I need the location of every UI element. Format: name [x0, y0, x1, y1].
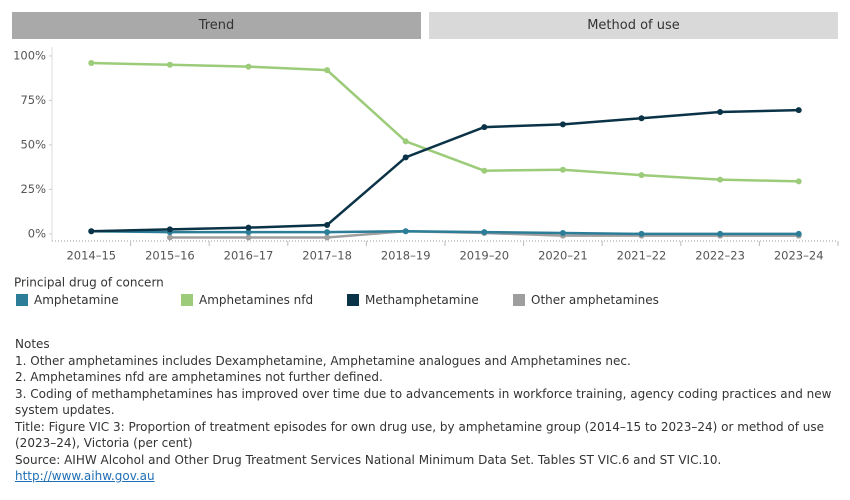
legend-label: Other amphetamines [531, 293, 659, 307]
data-point [638, 172, 645, 179]
x-tick-label: 2017–18 [302, 249, 352, 263]
data-point [324, 67, 331, 74]
x-tick-label: 2019–20 [459, 249, 509, 263]
data-point [166, 234, 173, 241]
series-line [91, 229, 799, 236]
data-point [402, 228, 409, 235]
y-tick-label: 75% [20, 93, 46, 107]
data-point [324, 234, 331, 241]
y-tick-label: 50% [20, 137, 46, 151]
x-tick-label: 2020–21 [538, 249, 588, 263]
data-point [166, 226, 173, 233]
x-tick-label: 2021–22 [617, 249, 667, 263]
data-point [481, 229, 488, 236]
link[interactable]: http://www.aihw.gov.au [15, 469, 155, 483]
tab[interactable]: Trend [12, 12, 421, 39]
legend-label: Amphetamine [34, 293, 119, 307]
legend-label: Methamphetamine [365, 293, 479, 307]
y-tick-label: 0% [28, 226, 46, 240]
note-line: 2. Amphetamines nfd are amphetamines not… [15, 370, 383, 384]
legend-swatch [513, 294, 525, 306]
notes-lines: 1. Other amphetamines includes Dexamphet… [15, 353, 840, 469]
y-tick-label: 100% [13, 48, 46, 62]
legend-title: Principal drug of concern [14, 276, 164, 290]
data-point [717, 176, 724, 183]
data-point [324, 221, 331, 228]
x-tick-label: 2016–17 [224, 249, 274, 263]
note-line: 1. Other amphetamines includes Dexamphet… [15, 353, 631, 368]
data-point [245, 229, 252, 236]
data-point [559, 166, 566, 173]
legend-label: Amphetamines nfd [199, 293, 313, 307]
note-line: 3. Coding of methamphetamines has improv… [15, 386, 832, 418]
data-point [245, 224, 252, 231]
x-tick-label: 2014–15 [66, 249, 116, 263]
series-line [91, 108, 799, 233]
data-point [559, 121, 566, 128]
data-point [559, 229, 566, 236]
x-tick-label: 2015–16 [145, 249, 195, 263]
chart: Principal drug of concern 0% 25% 50% 75% 100… [13, 47, 839, 307]
data-point [166, 61, 173, 68]
data-point [795, 230, 802, 237]
data-point [245, 63, 252, 70]
data-point [481, 167, 488, 174]
data-point [402, 138, 409, 145]
data-point [402, 154, 409, 161]
data-point [88, 60, 95, 67]
data-point [717, 230, 724, 237]
data-point [638, 115, 645, 122]
legend-swatch [16, 294, 28, 306]
x-tick-label: 2018–19 [381, 249, 431, 263]
tab[interactable]: Method of use [429, 12, 838, 39]
notes-heading: Notes [15, 337, 50, 351]
note-line: Title: Figure VIC 3: Proportion of treat… [15, 419, 824, 451]
series-line [91, 61, 799, 183]
legend-swatch [347, 294, 359, 306]
data-point [795, 107, 802, 114]
notes: Notes 1. Other amphetamines includes Dex… [15, 336, 840, 485]
data-point [795, 178, 802, 185]
y-tick-label: 25% [20, 182, 46, 196]
x-tick-label: 2022–23 [695, 249, 745, 263]
data-point [324, 229, 331, 236]
data-point [481, 124, 488, 131]
data-point [245, 234, 252, 241]
x-tick-label: 2023–24 [774, 249, 824, 263]
data-point [88, 228, 95, 235]
data-point [717, 108, 724, 115]
note-line: Source: AIHW Alcohol and Other Drug Trea… [15, 452, 722, 467]
legend-swatch [181, 294, 193, 306]
data-point [638, 230, 645, 237]
